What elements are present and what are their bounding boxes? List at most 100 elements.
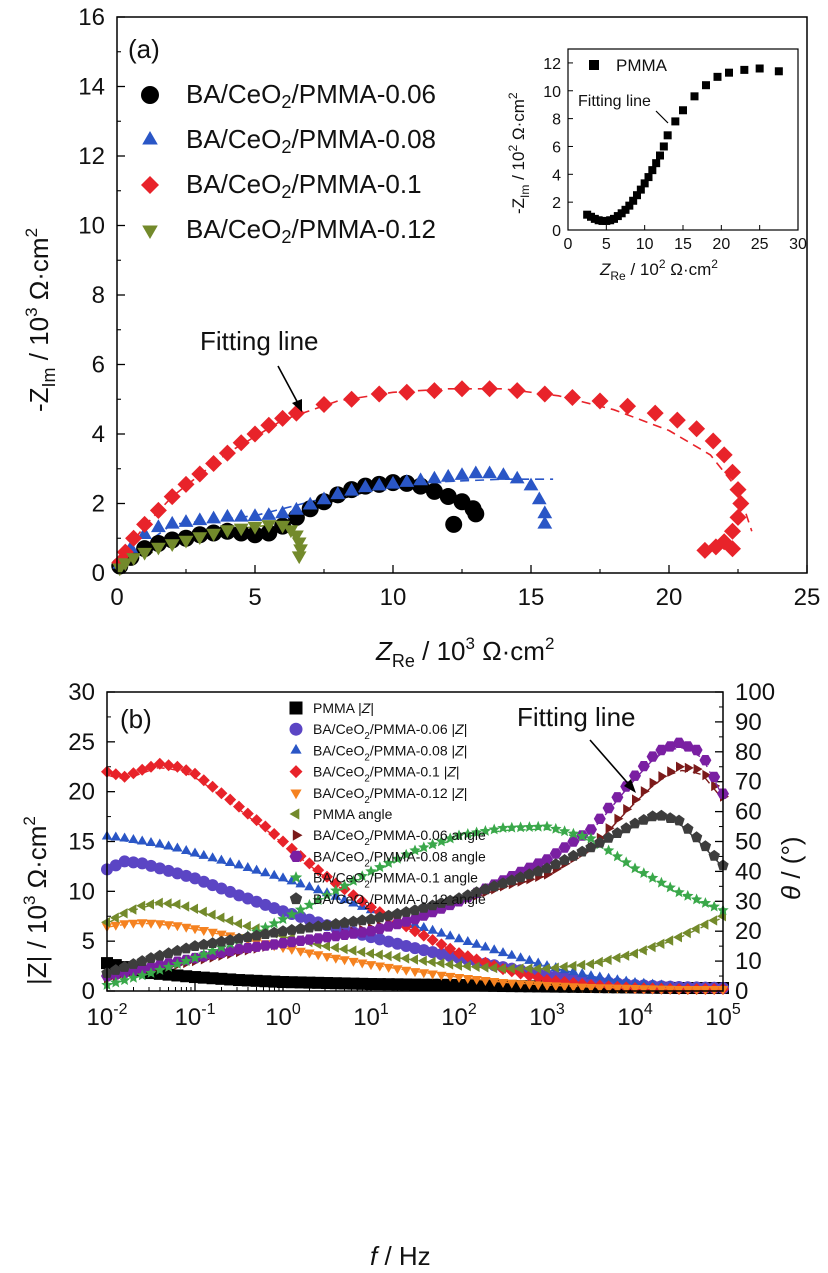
panel-b-point	[189, 925, 201, 935]
panel-b-point	[127, 904, 137, 915]
inset-point	[629, 196, 638, 205]
panel-b-point	[277, 835, 289, 848]
inset-fitting-annotation: Fitting line	[578, 93, 651, 110]
panel-b-point	[118, 974, 131, 986]
panel-b-point	[461, 950, 474, 963]
panel-b-point	[585, 824, 597, 835]
panel-b-ytick-right-label: 10	[735, 948, 762, 975]
panel-b-point	[655, 744, 668, 756]
panel-b-point	[409, 844, 421, 856]
panel-b-point	[612, 984, 623, 994]
panel-a-point	[467, 505, 485, 523]
panel-b-point	[708, 900, 720, 912]
panel-b-point	[321, 870, 333, 883]
panel-b-point	[664, 935, 674, 946]
panel-b-point	[629, 770, 641, 781]
panel-b-point	[462, 936, 473, 945]
panel-b-point	[329, 942, 339, 953]
panel-b-point	[681, 741, 694, 752]
panel-a-point	[536, 385, 554, 403]
panel-b-point	[541, 862, 553, 874]
panel-b-point	[690, 893, 703, 905]
panel-b-point	[514, 963, 524, 974]
panel-a-point	[385, 475, 401, 489]
panel-a-point	[291, 537, 307, 551]
panel-b-ytick-right-label: 30	[735, 888, 762, 915]
panel-b-point	[215, 935, 228, 947]
panel-b-point	[632, 794, 641, 805]
panel-b-point	[338, 879, 351, 891]
panel-b-point	[577, 968, 588, 978]
panel-b-point	[409, 914, 421, 925]
panel-b-point	[119, 920, 130, 930]
panel-a-point	[371, 477, 387, 491]
panel-a-point	[729, 481, 747, 499]
panel-b-point	[550, 822, 562, 834]
panel-b-point	[391, 952, 401, 963]
panel-a-legend-label: BA/CeO2/PMMA-0.12	[186, 214, 436, 247]
panel-b-point	[189, 847, 201, 857]
panel-b-legend-label: BA/CeO2/PMMA-0.08 angle	[313, 848, 486, 869]
panel-b-point	[295, 947, 306, 957]
panel-b-point	[638, 867, 650, 878]
panel-b-point	[532, 963, 542, 974]
panel-b-point	[655, 809, 668, 821]
panel-b-point	[382, 950, 392, 962]
panel-a-point	[729, 508, 747, 526]
panel-a-point	[274, 409, 292, 427]
panel-b-ytick-right-label: 100	[735, 679, 775, 706]
panel-b-fitting-annotation: Fitting line	[517, 702, 636, 732]
panel-a-point	[192, 532, 208, 545]
panel-b-point	[409, 954, 418, 965]
panel-a-xtick-label: 15	[518, 584, 545, 611]
panel-b-point	[427, 924, 438, 934]
panel-b-xtick-label: 102	[441, 1001, 477, 1031]
panel-b-point	[259, 940, 272, 951]
panel-a-point	[454, 467, 470, 480]
panel-b-annotation-arrow	[589, 739, 633, 789]
panel-b-point	[664, 881, 676, 893]
panel-b-point	[558, 842, 571, 853]
panel-b-point	[180, 764, 193, 777]
panel-b-point	[154, 838, 165, 848]
panel-a-point	[453, 380, 471, 398]
panel-a-point	[260, 524, 278, 542]
panel-a-point	[220, 525, 235, 539]
panel-b-ytick-left-label: 15	[68, 829, 95, 856]
inset-point	[663, 131, 672, 140]
panel-b-ytick-right-label: 60	[735, 799, 762, 826]
panel-b-point	[479, 825, 492, 836]
panel-b-point	[374, 861, 386, 873]
inset-xtick-label: 25	[751, 236, 769, 253]
panel-b-point	[189, 767, 201, 780]
panel-a-ytick-label: 6	[92, 352, 105, 379]
panel-b-point	[189, 940, 201, 951]
inset-point	[644, 173, 653, 182]
panel-b-ytick-right-label: 0	[735, 978, 748, 1005]
panel-a-point	[220, 508, 235, 522]
panel-b-point	[180, 942, 192, 954]
panel-b-point	[128, 834, 139, 843]
panel-b-point	[576, 845, 588, 857]
panel-b-point	[409, 968, 421, 978]
panel-b-point	[462, 975, 473, 984]
panel-a-point	[646, 404, 664, 422]
panel-b-point	[110, 976, 122, 988]
panel-a-point	[523, 477, 539, 491]
panel-b-point	[198, 948, 210, 960]
panel-b-point	[250, 814, 263, 827]
panel-b-point	[550, 982, 561, 992]
inset-xtick-label: 20	[712, 236, 730, 253]
panel-b-point	[577, 983, 588, 993]
panel-b-point	[541, 982, 553, 991]
panel-a-legend-marker	[142, 225, 158, 239]
panel-b-point	[277, 872, 289, 882]
panel-b-point	[145, 919, 157, 929]
panel-a-point	[205, 455, 223, 472]
panel-b-point	[470, 826, 483, 838]
inset-xtick-label: 15	[674, 236, 692, 253]
panel-b-point	[488, 962, 498, 974]
panel-b-point	[224, 934, 236, 945]
inset-plot-frame	[567, 48, 799, 231]
panel-b-point	[127, 767, 140, 780]
